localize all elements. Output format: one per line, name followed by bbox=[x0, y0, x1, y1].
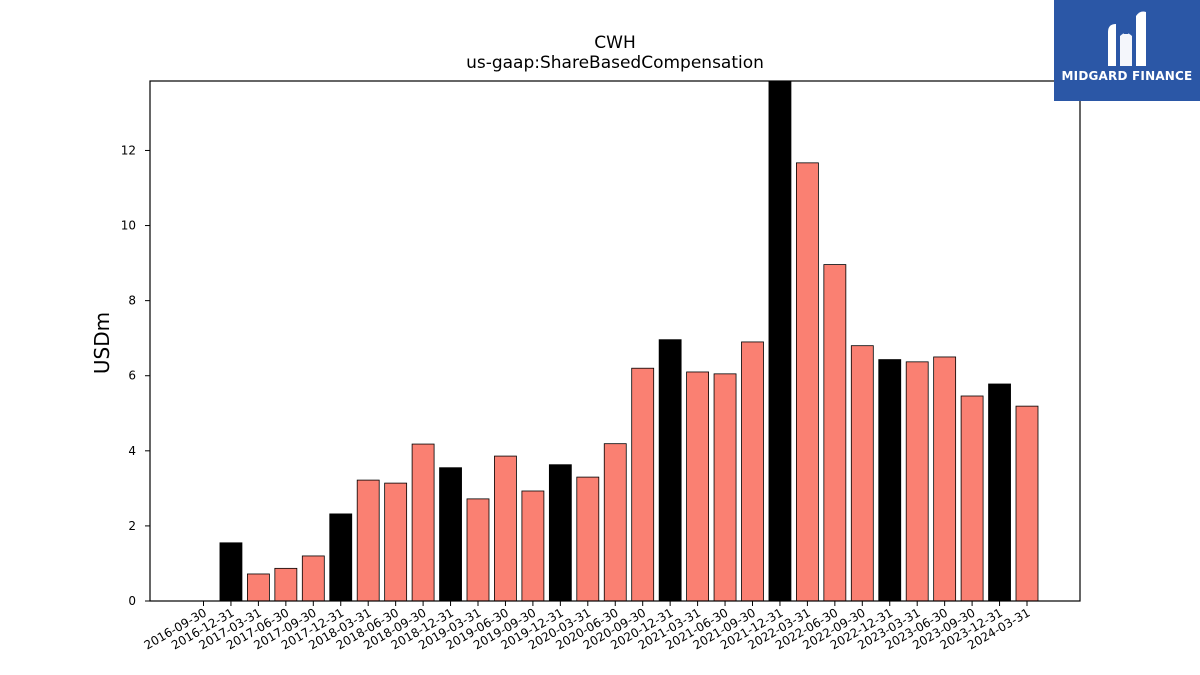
bar-2018-06-30 bbox=[384, 482, 408, 602]
y-axis-label: USDm bbox=[90, 312, 114, 374]
bars-group bbox=[219, 80, 1039, 602]
bar-2020-09-30 bbox=[631, 367, 655, 602]
bar-2017-03-31 bbox=[246, 573, 270, 602]
y-ticks: 0 2 4 6 8 10 12 bbox=[121, 143, 150, 608]
y-tick-label: 10 bbox=[121, 219, 136, 233]
bar-2021-06-30 bbox=[713, 373, 737, 602]
bar-2016-12-31 bbox=[219, 542, 243, 602]
bar-2022-06-30 bbox=[823, 264, 847, 602]
y-tick-label: 6 bbox=[128, 369, 136, 383]
bar-2021-03-31 bbox=[686, 371, 709, 602]
bar-2021-09-30 bbox=[741, 341, 764, 602]
y-tick-label: 0 bbox=[128, 594, 136, 608]
brand-logo: MIDGARD FINANCE bbox=[1054, 0, 1200, 101]
bar-2023-06-30 bbox=[933, 356, 957, 602]
bar-2018-09-30 bbox=[411, 443, 435, 602]
chart-subtitle: us-gaap:ShareBasedCompensation bbox=[466, 53, 764, 73]
bar-2017-12-31 bbox=[329, 513, 353, 602]
bar-2020-12-31 bbox=[658, 339, 682, 602]
x-ticks: 2016-09-302016-12-312017-03-312017-06-30… bbox=[142, 601, 1033, 652]
bar-2020-03-31 bbox=[576, 476, 600, 602]
y-tick-label: 4 bbox=[128, 444, 136, 458]
y-tick-label: 2 bbox=[128, 519, 136, 533]
bar-2022-09-30 bbox=[850, 345, 874, 602]
logo-text: MIDGARD FINANCE bbox=[1061, 69, 1193, 83]
bar-2020-06-30 bbox=[603, 443, 627, 602]
bar-2023-09-30 bbox=[960, 395, 984, 602]
bar-2017-09-30 bbox=[301, 555, 325, 602]
logo-mark-icon bbox=[1108, 11, 1146, 66]
bar-2023-12-31 bbox=[988, 383, 1011, 602]
bar-2017-06-30 bbox=[274, 567, 298, 602]
bar-2022-03-31 bbox=[796, 162, 819, 602]
plot-frame bbox=[149, 80, 1081, 602]
bar-2019-06-30 bbox=[494, 455, 517, 602]
bar-2024-03-31 bbox=[1015, 405, 1039, 602]
bar-2021-12-31 bbox=[768, 80, 792, 602]
bar-2018-12-31 bbox=[439, 467, 462, 602]
bar-2023-03-31 bbox=[905, 361, 929, 602]
bar-2022-12-31 bbox=[878, 359, 902, 602]
bar-2019-12-31 bbox=[548, 464, 572, 602]
y-tick-label: 8 bbox=[128, 294, 136, 308]
chart-title: CWH bbox=[594, 33, 635, 53]
bar-2019-09-30 bbox=[521, 490, 545, 602]
y-tick-label: 12 bbox=[121, 143, 136, 157]
bar-2019-03-31 bbox=[466, 498, 490, 602]
bar-2018-03-31 bbox=[356, 479, 380, 602]
